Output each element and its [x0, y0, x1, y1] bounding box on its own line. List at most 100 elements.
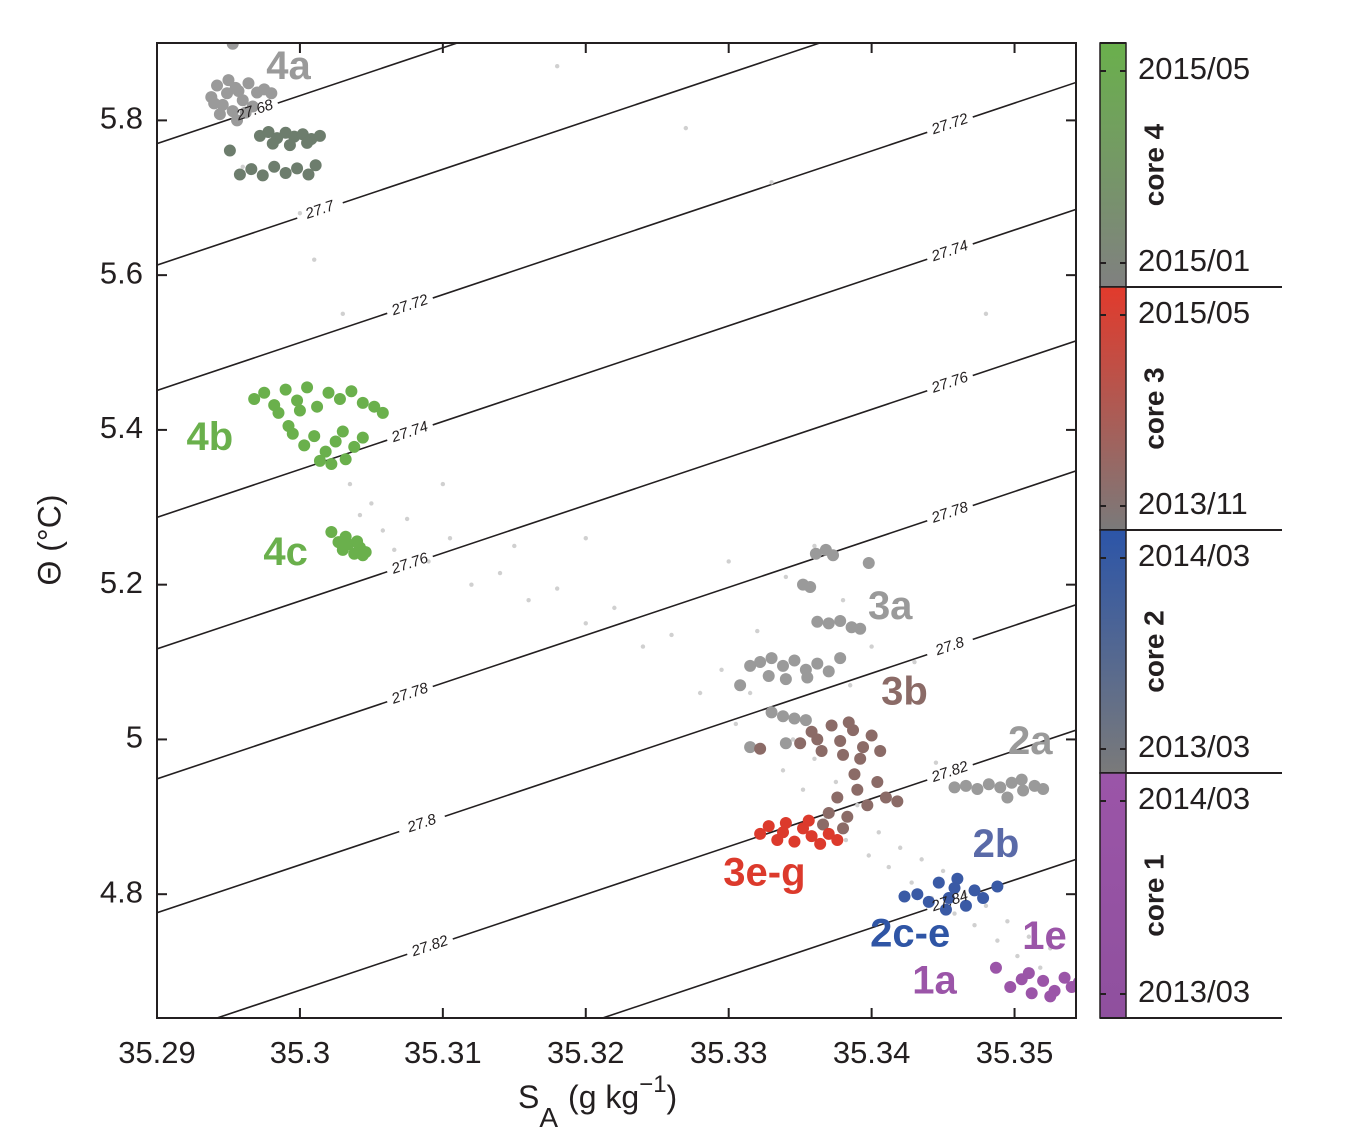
- cluster-label: 4c: [263, 530, 308, 574]
- background-point: [347, 481, 353, 487]
- cluster-point: [333, 392, 346, 405]
- x-tick-label: 35.3: [270, 1035, 330, 1070]
- cluster-point: [841, 810, 854, 823]
- cluster-point: [837, 822, 850, 835]
- y-tick-label: 4.8: [100, 874, 143, 909]
- background-point: [669, 632, 674, 638]
- isopycnal-label-gap: [924, 235, 976, 268]
- background-point: [697, 690, 703, 696]
- background-point: [719, 667, 724, 672]
- cluster-point: [862, 557, 875, 569]
- cluster-point: [804, 580, 817, 593]
- background-point: [369, 501, 374, 506]
- cluster-point: [308, 430, 321, 443]
- colorbar-segment: [1099, 529, 1127, 774]
- x-axis-label: SA (g kg−1): [518, 1071, 677, 1133]
- y-tick-label: 5.4: [100, 410, 143, 445]
- colorbar-top-label: 2014/03: [1138, 781, 1250, 816]
- cluster-point: [1037, 974, 1050, 987]
- cluster-point: [817, 818, 830, 831]
- x-tick-label: 35.35: [976, 1035, 1054, 1070]
- background-point: [983, 903, 989, 908]
- cluster-point: [279, 383, 292, 396]
- cluster-point: [805, 830, 818, 843]
- cluster-point: [874, 745, 887, 758]
- background-point: [447, 536, 453, 541]
- cluster-point: [802, 814, 815, 827]
- cluster-point: [871, 775, 884, 788]
- cluster-point: [1001, 791, 1014, 804]
- x-axis-label-close: ): [667, 1079, 678, 1115]
- background-point: [1048, 946, 1053, 951]
- background-point: [583, 621, 588, 626]
- cluster-point: [991, 880, 1004, 893]
- cluster-point: [223, 144, 236, 157]
- background-point: [840, 597, 846, 603]
- background-point: [833, 779, 839, 785]
- background-point: [357, 512, 363, 518]
- cluster-point: [754, 742, 767, 755]
- cluster-point: [302, 168, 315, 181]
- isopycnal-label-gap: [924, 496, 976, 530]
- cluster-point: [827, 549, 840, 562]
- isopycnal-label-gap: [924, 756, 976, 789]
- background-point: [812, 756, 817, 761]
- x-tick-label: 35.31: [404, 1035, 482, 1070]
- background-point: [769, 180, 774, 185]
- cluster-point: [891, 795, 904, 808]
- cluster-point: [376, 406, 389, 419]
- colorbar-core-label: core 1: [1138, 854, 1169, 937]
- plot-frame: [156, 42, 1077, 1019]
- cluster-point: [291, 394, 304, 407]
- cluster-point: [348, 440, 361, 453]
- colorbar-bottom-label: 2015/01: [1138, 243, 1250, 278]
- cluster-point: [329, 435, 342, 448]
- y-tick-label: 5: [126, 720, 143, 755]
- background-point: [855, 803, 860, 808]
- y-tick-label: 5.2: [100, 565, 143, 600]
- cluster-label: 1a: [912, 959, 957, 1003]
- cluster-point: [1017, 784, 1030, 797]
- colorbar-segment: [1099, 286, 1127, 531]
- cluster-point: [336, 425, 349, 438]
- cluster-point: [262, 125, 275, 138]
- cluster-point: [1005, 776, 1018, 789]
- cluster-point: [339, 453, 352, 466]
- cluster-point: [233, 168, 246, 181]
- isopycnal-label-gap: [924, 366, 976, 400]
- cluster-point: [754, 827, 767, 840]
- background-point: [512, 543, 517, 549]
- background-point: [240, 164, 245, 170]
- cluster-point: [222, 74, 235, 87]
- y-tick-label: 5.6: [100, 255, 143, 290]
- cluster-point: [911, 888, 924, 901]
- cluster-point: [256, 169, 269, 182]
- cluster-point: [339, 530, 352, 543]
- cluster-point: [777, 659, 790, 672]
- cluster-point: [1058, 971, 1071, 984]
- cluster-point: [861, 799, 874, 812]
- cluster-point: [325, 457, 338, 470]
- cluster-point: [265, 87, 278, 100]
- x-tick-label: 35.32: [547, 1035, 625, 1070]
- cluster-point: [301, 381, 314, 394]
- cluster-point: [879, 791, 892, 804]
- cluster-point: [834, 615, 847, 628]
- background-point: [1038, 965, 1043, 970]
- isopycnal: [600, 858, 1076, 1018]
- cluster-point: [959, 779, 972, 792]
- background-point: [747, 690, 753, 696]
- cluster-point: [351, 535, 364, 548]
- cluster-point: [788, 654, 801, 667]
- cluster-point: [239, 106, 252, 119]
- cluster-point: [831, 791, 844, 804]
- background-point: [783, 574, 789, 580]
- background-point: [554, 586, 560, 591]
- cluster-point: [313, 454, 326, 467]
- cluster-point: [283, 139, 296, 152]
- cluster-point: [801, 671, 814, 684]
- cluster-point: [834, 734, 847, 747]
- cluster-point: [788, 712, 801, 725]
- cluster-point: [311, 400, 324, 413]
- cluster-label: 4a: [266, 44, 311, 88]
